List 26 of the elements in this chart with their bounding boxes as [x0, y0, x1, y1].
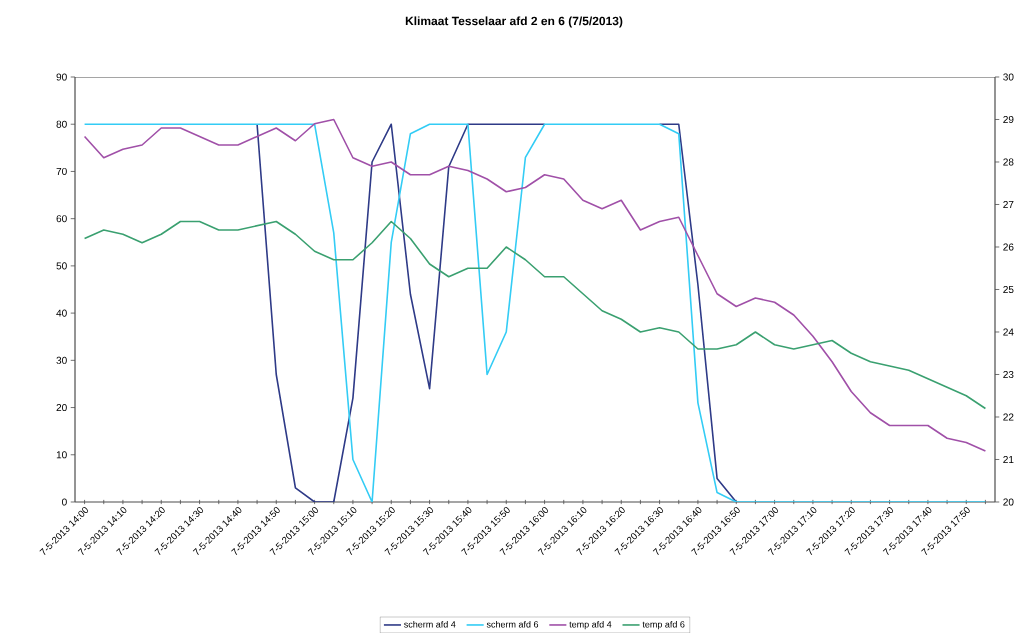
legend-label: scherm afd 6 [486, 620, 539, 628]
y-tick-label: 80 [56, 120, 67, 128]
y2-tick-label: 30 [1003, 73, 1014, 81]
y2-tick-label: 25 [1003, 285, 1014, 293]
y2-tick-label: 28 [1003, 158, 1014, 166]
legend-label: temp afd 4 [569, 620, 612, 630]
y2-tick-label: 20 [1003, 498, 1014, 506]
y2-tick-label: 24 [1003, 328, 1014, 336]
y2-tick-label: 22 [1003, 413, 1014, 421]
y-tick-label: 90 [56, 73, 67, 81]
legend-label: temp afd 6 [642, 620, 685, 630]
y-tick-label: 10 [56, 451, 67, 459]
y2-tick-label: 29 [1003, 115, 1014, 123]
y-tick-label: 70 [56, 167, 67, 175]
y2-tick-label: 27 [1003, 200, 1014, 208]
chart-title: Klimaat Tesselaar afd 2 en 6 (7/5/2013) [405, 16, 623, 28]
y-tick-label: 30 [56, 356, 67, 364]
y-tick-label: 40 [56, 309, 67, 317]
y2-tick-label: 23 [1003, 370, 1014, 378]
y-tick-label: 60 [56, 215, 67, 223]
y-tick-label: 50 [56, 262, 67, 270]
y-tick-label: 0 [62, 498, 67, 506]
legend-label: scherm afd 4 [404, 620, 456, 628]
y-tick-label: 20 [56, 403, 67, 412]
y2-tick-label: 26 [1003, 243, 1014, 251]
y2-tick-label: 21 [1003, 455, 1014, 463]
